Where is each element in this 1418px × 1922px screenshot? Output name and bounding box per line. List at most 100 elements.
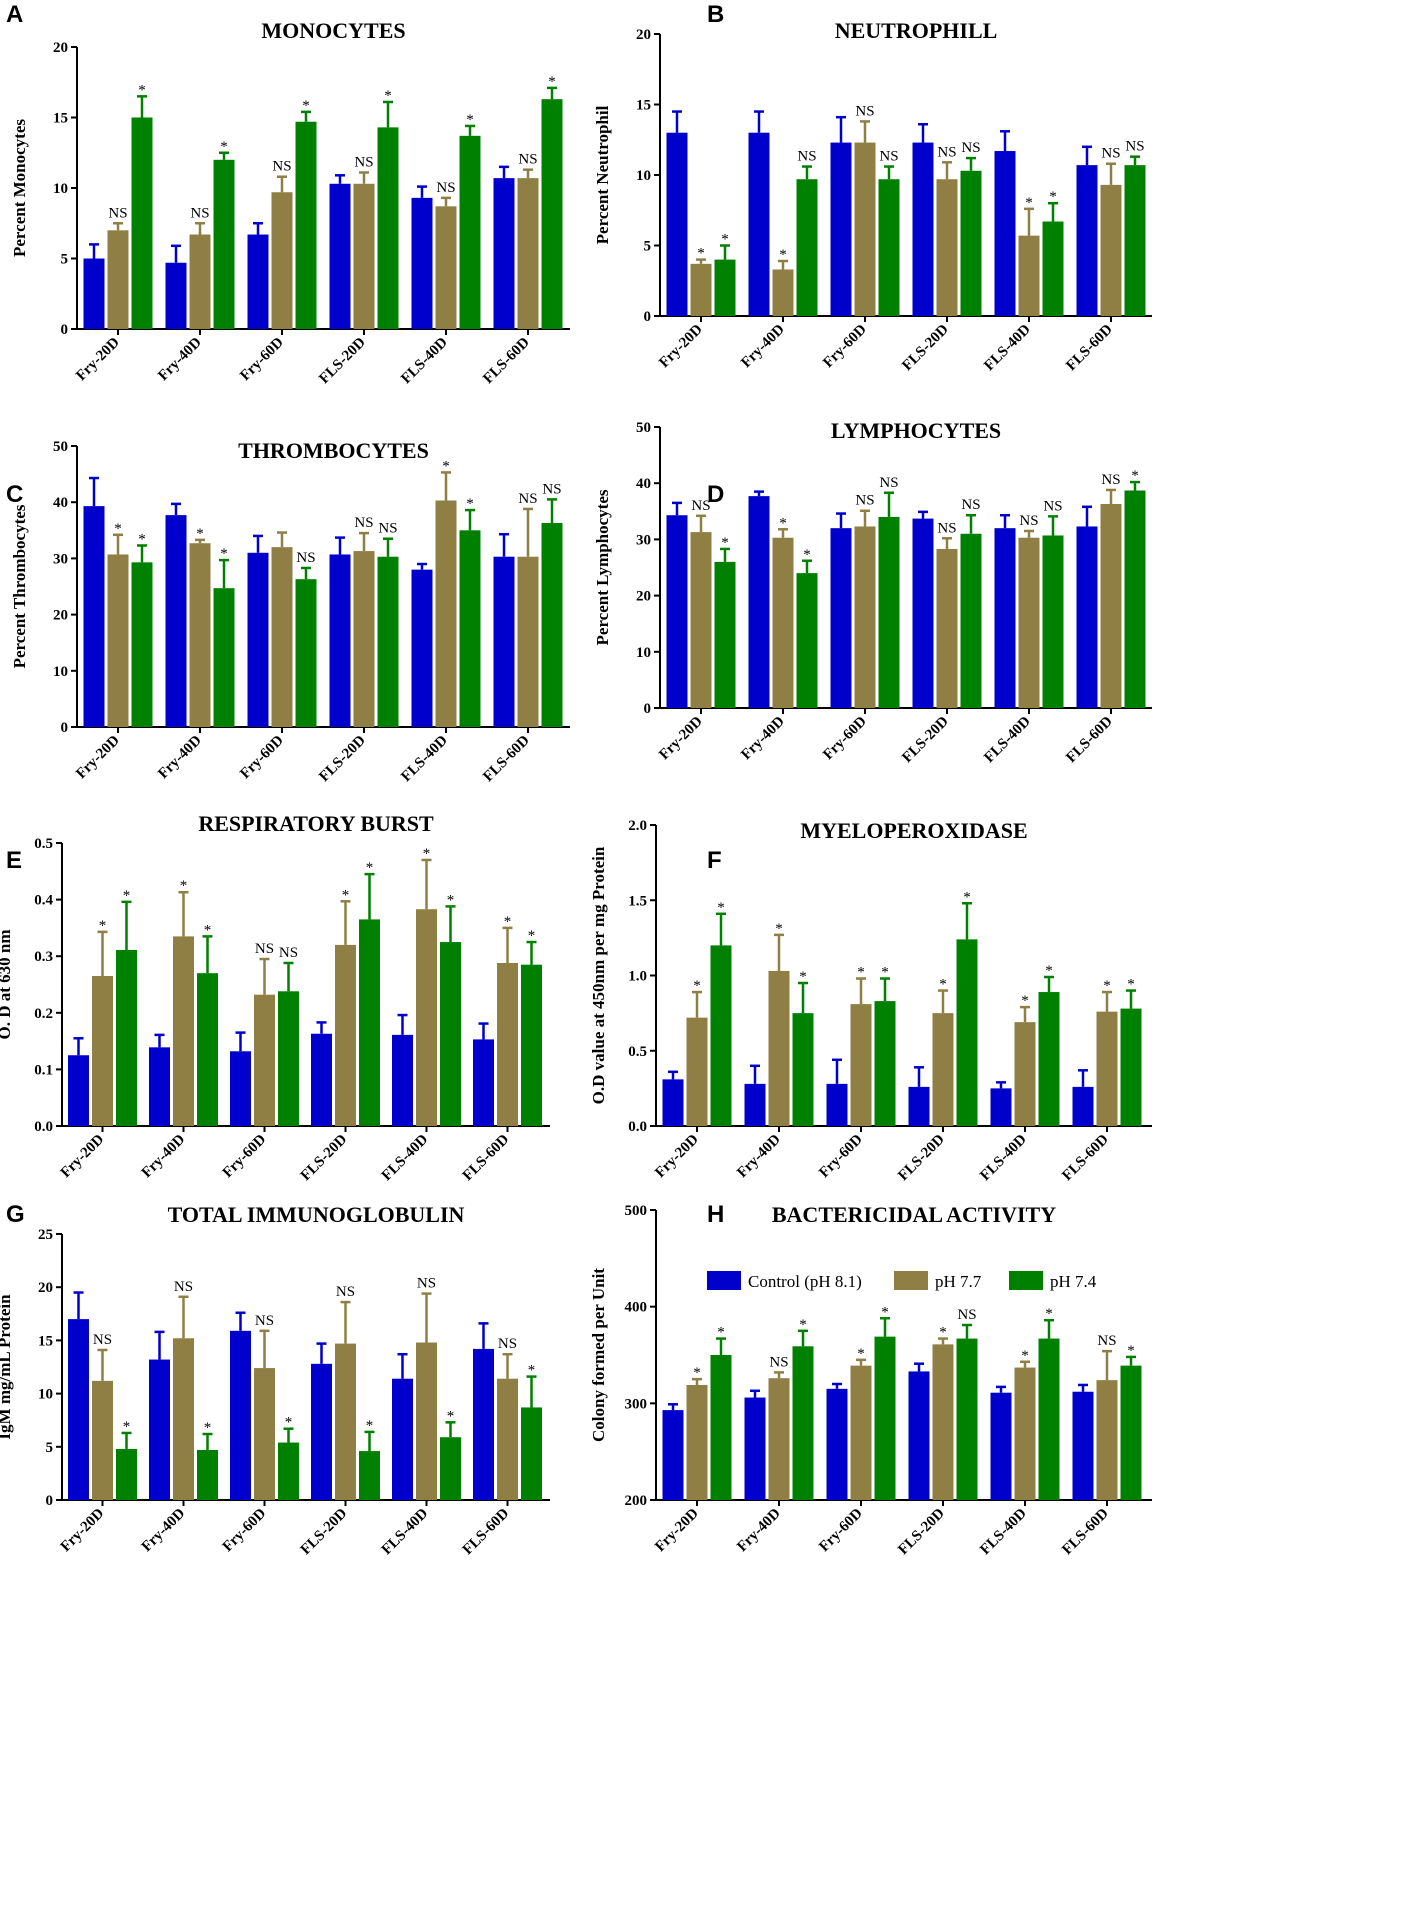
x-tick-label: FLS-20D [899,713,952,766]
significance-star: * [285,1415,293,1431]
bar-fry-60d-series-2 [854,142,876,316]
significance-star: * [220,139,228,155]
bar-fry-60d-series-2 [854,526,876,708]
y-tick-label: 0 [644,309,652,325]
bar-fls-40d-series-2 [1018,537,1040,708]
legend-label: pH 7.4 [1050,1272,1097,1291]
significance-star: * [466,496,474,512]
x-tick-label: Fry-20D [58,1131,108,1181]
bar-fry-60d-series-3 [874,1336,896,1500]
bar-fls-40d-series-2 [416,1342,437,1500]
x-tick-label: Fry-60D [816,1131,866,1181]
bar-fry-40d-series-2 [189,234,211,329]
significance-ns: NS [518,491,537,507]
bar-fls-40d-series-3 [459,530,481,727]
x-tick-label: Fry-20D [652,1131,702,1181]
legend-swatch [707,1271,741,1290]
legend-swatch [1009,1271,1043,1290]
significance-star: * [447,1408,455,1424]
chart-panel-b: B NEUTROPHILL Percent Neutrophil 0 5 10 15 20 * *… [593,1,1152,374]
significance-star: * [138,82,146,98]
bar-fls-20d-series-3 [960,170,982,316]
bar-fls-60d-series-3 [541,99,563,329]
bar-fry-20d-series-2 [686,1017,708,1126]
bar-fry-60d-series-3 [878,179,900,316]
significance-star: * [180,878,188,894]
chart-title: MONOCYTES [261,18,405,43]
bar-fry-40d-series-3 [792,1346,814,1500]
legend-swatch [894,1271,928,1290]
bar-fls-20d-series-3 [359,1451,380,1500]
bar-fry-40d-series-3 [213,588,235,727]
x-tick-label: Fry-60D [220,1131,270,1181]
legend-label: pH 7.7 [935,1272,982,1291]
significance-star: * [1021,993,1029,1009]
bar-fls-60d-series-2 [497,962,518,1126]
bar-fry-20d-series-2 [107,230,129,329]
bar-fls-60d-series-2 [1096,1011,1118,1126]
y-tick-label: 20 [38,1280,53,1296]
y-tick-label: 0 [46,1493,54,1509]
significance-star: * [857,1346,865,1362]
bar-fry-20d-series-3 [714,259,736,316]
bar-fry-40d-series-1 [748,496,770,708]
significance-ns: NS [937,144,956,160]
bar-fry-40d-series-3 [796,573,818,708]
bar-fls-60d-series-3 [521,964,542,1126]
bar-fls-20d-series-2 [335,944,356,1126]
significance-ns: NS [272,159,291,175]
y-tick-label: 500 [625,1203,648,1219]
bar-fry-60d-series-1 [230,1051,251,1126]
bar-fry-60d-series-1 [826,1083,848,1126]
y-tick-label: 0.5 [628,1044,647,1060]
bar-fry-60d-series-3 [878,516,900,708]
bar-fls-20d-series-3 [956,939,978,1126]
bar-fry-40d-series-1 [744,1397,766,1500]
significance-star: * [196,526,204,542]
bar-fry-40d-series-3 [796,179,818,316]
bar-fry-40d-series-1 [165,262,187,329]
y-tick-label: 10 [38,1387,53,1403]
bar-fry-60d-series-3 [295,121,317,329]
significance-star: * [881,1304,889,1320]
bar-fry-20d-series-1 [662,1410,684,1500]
bar-fry-40d-series-1 [748,132,770,316]
y-tick-label: 0 [61,720,69,736]
significance-star: * [504,914,512,930]
significance-ns: NS [354,154,373,170]
bar-fry-40d-series-3 [197,973,218,1126]
significance-ns: NS [542,481,561,497]
significance-ns: NS [879,149,898,165]
legend-item-2: pH 7.7 [894,1271,982,1291]
significance-ns: NS [417,1276,436,1292]
significance-ns: NS [855,493,874,509]
significance-star: * [1127,977,1135,993]
y-axis-label: Percent Neutrophil [593,105,612,244]
x-tick-label: FLS-20D [298,1505,351,1558]
x-tick-label: FLS-60D [480,732,533,785]
bar-fry-60d-series-3 [295,579,317,727]
x-tick-label: FLS-20D [895,1505,948,1558]
significance-star: * [220,546,228,562]
x-tick-label: FLS-60D [1059,1131,1112,1184]
bar-fry-20d-series-3 [710,945,732,1126]
bar-fls-60d-series-1 [1072,1086,1094,1126]
x-tick-label: FLS-40D [981,321,1034,374]
significance-star: * [881,965,889,981]
significance-star: * [1049,189,1057,205]
y-tick-label: 400 [625,1300,648,1316]
bar-fls-20d-series-2 [335,1343,356,1500]
bar-fry-20d-series-2 [690,263,712,316]
y-axis-label: Percent Thrombocytes [10,504,29,668]
bar-fls-60d-series-3 [1124,165,1146,316]
bar-fls-40d-series-1 [990,1392,1012,1500]
x-tick-label: Fry-20D [652,1505,702,1555]
bar-fry-40d-series-3 [792,1013,814,1126]
x-tick-label: FLS-40D [981,713,1034,766]
y-tick-label: 0 [644,701,652,717]
significance-ns: NS [255,1313,274,1329]
bar-fls-40d-series-2 [435,206,457,329]
y-tick-label: 5 [46,1440,54,1456]
bar-fls-60d-series-1 [1072,1391,1094,1500]
bar-fls-40d-series-1 [392,1034,413,1126]
